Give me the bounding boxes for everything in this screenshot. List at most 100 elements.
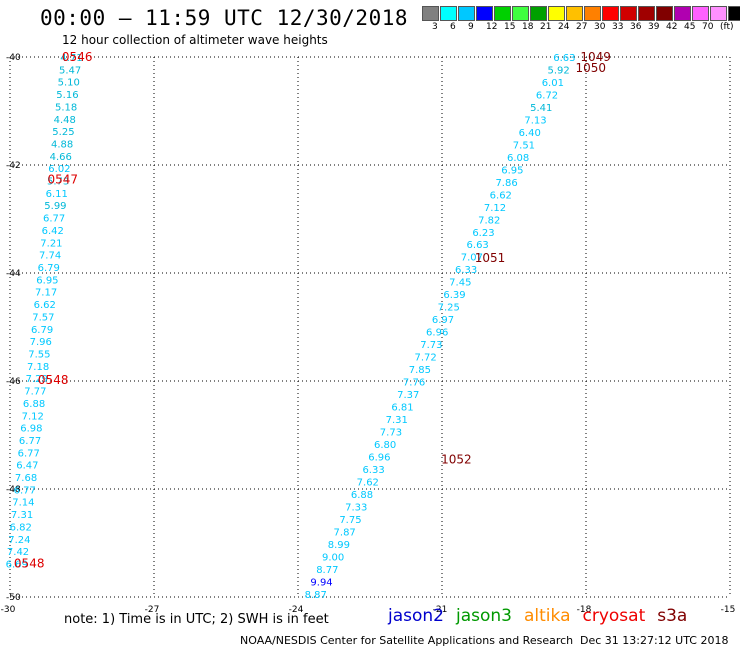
color-swatch <box>530 6 547 21</box>
legend-cryosat: cryosat <box>582 606 646 626</box>
wave-height-value: 6.80 <box>374 440 396 451</box>
color-scale-label: 36 <box>630 22 642 32</box>
wave-height-value: 6.81 <box>391 403 413 414</box>
color-swatch <box>620 6 637 21</box>
footer-note: note: 1) Time is in UTC; 2) SWH is in fe… <box>64 612 329 627</box>
color-scale-label: 45 <box>684 22 696 32</box>
color-swatch <box>548 6 565 21</box>
legend-s3a: s3a <box>657 606 688 626</box>
wave-height-value: 5.99 <box>44 201 66 212</box>
color-scale-label: 18 <box>522 22 534 32</box>
wave-height-value: 6.69 <box>6 560 28 571</box>
color-scale-label: 15 <box>504 22 516 32</box>
time-label: 1052 <box>441 452 472 466</box>
chart-title: 00:00 – 11:59 UTC 12/30/2018 <box>40 6 409 30</box>
color-swatch <box>656 6 673 21</box>
wave-height-value: 6.08 <box>507 153 529 164</box>
wave-height-value: 6.62 <box>34 300 56 311</box>
x-tick-label: -30 <box>1 605 16 615</box>
wave-height-value: 6.33 <box>362 465 384 476</box>
footer-credit: NOAA/NESDIS Center for Satellite Applica… <box>240 634 574 647</box>
color-swatch <box>566 6 583 21</box>
wave-height-value: 6.42 <box>42 226 64 237</box>
time-label: 1050 <box>576 61 607 75</box>
wave-height-value: 6.02 <box>48 164 70 175</box>
wave-height-value: 7.45 <box>449 278 471 289</box>
wave-height-value: 4.66 <box>50 152 72 163</box>
wave-height-value: 5.73 <box>47 177 69 188</box>
wave-height-value: 6.77 <box>43 214 65 225</box>
wave-height-value: 5.16 <box>56 90 78 101</box>
wave-height-value: 7.68 <box>15 473 37 484</box>
time-label: 0546 <box>62 50 93 64</box>
wave-height-value: 6.95 <box>36 275 58 286</box>
wave-height-value: 7.72 <box>414 353 436 364</box>
x-tick-label: -24 <box>289 605 304 615</box>
wave-height-value: 8.99 <box>328 540 350 551</box>
wave-height-value: 7.76 <box>403 378 425 389</box>
color-swatch <box>458 6 475 21</box>
wave-height-value: 4.71 <box>60 53 82 64</box>
color-scale-label: 39 <box>648 22 660 32</box>
y-tick-label: -50 <box>6 593 21 603</box>
color-scale-label: 30 <box>594 22 606 32</box>
wave-height-value: 6.96 <box>368 452 390 463</box>
wave-height-value: 7.14 <box>12 498 34 509</box>
wave-height-value: 7.31 <box>386 415 408 426</box>
color-swatch <box>440 6 457 21</box>
wave-height-value: 7.13 <box>524 115 546 126</box>
wave-height-value: 4.88 <box>51 139 73 150</box>
wave-height-value: 6.63 <box>553 53 575 64</box>
wave-height-value: 7.42 <box>7 547 29 558</box>
y-tick-label: -48 <box>6 485 21 495</box>
color-scale-label: 27 <box>576 22 588 32</box>
color-swatch <box>476 6 493 21</box>
x-tick-label: -15 <box>721 605 736 615</box>
wave-height-value: 7.25 <box>438 303 460 314</box>
y-tick-label: -42 <box>6 161 21 171</box>
wave-height-value: 7.24 <box>8 535 30 546</box>
wave-height-value: 7.85 <box>409 365 431 376</box>
color-swatch <box>422 6 439 21</box>
wave-height-value: 6.88 <box>351 490 373 501</box>
color-swatch <box>584 6 601 21</box>
wave-height-value: 6.82 <box>10 522 32 533</box>
wave-height-value: 6.79 <box>38 263 60 274</box>
color-swatch <box>710 6 727 21</box>
wave-height-value: 6.47 <box>16 461 38 472</box>
wave-height-value: 6.01 <box>542 78 564 89</box>
wave-height-value: 7.33 <box>345 502 367 513</box>
legend-jason3: jason3 <box>456 606 512 626</box>
wave-height-value: 7.07 <box>461 253 483 264</box>
wave-height-value: 5.18 <box>55 102 77 113</box>
wave-height-value: 7.87 <box>334 527 356 538</box>
wave-height-value: 6.95 <box>501 165 523 176</box>
wave-height-value: 7.18 <box>27 362 49 373</box>
wave-height-value: 7.55 <box>28 349 50 360</box>
wave-height-value: 4.48 <box>54 115 76 126</box>
satellite-legend: jason2 jason3 altika cryosat s3a <box>388 606 699 626</box>
color-scale-label: 6 <box>450 22 456 32</box>
wave-height-value: 6.39 <box>443 290 465 301</box>
wave-height-value: 5.25 <box>52 127 74 138</box>
y-tick-label: -44 <box>6 269 21 279</box>
wave-height-value: 7.57 <box>32 312 54 323</box>
wave-height-value: 5.47 <box>59 65 81 76</box>
wave-height-value: 7.37 <box>397 390 419 401</box>
wave-height-value: 7.51 <box>513 140 535 151</box>
y-tick-label: -46 <box>6 377 21 387</box>
color-swatch <box>494 6 511 21</box>
time-label: 0548 <box>14 557 45 571</box>
color-scale-label: (ft) <box>720 22 734 32</box>
wave-height-value: 8.87 <box>305 590 327 601</box>
x-tick-label: -27 <box>145 605 160 615</box>
time-label: 1049 <box>580 50 611 64</box>
legend-jason2: jason2 <box>388 606 444 626</box>
wave-height-value: 5.92 <box>547 65 569 76</box>
wave-height-value: 6.23 <box>472 228 494 239</box>
x-tick-label: -18 <box>577 605 592 615</box>
wave-height-value: 7.86 <box>495 178 517 189</box>
wave-height-value: 7.17 <box>35 288 57 299</box>
wave-height-value: 6.98 <box>20 424 42 435</box>
wave-height-value: 6.63 <box>467 240 489 251</box>
